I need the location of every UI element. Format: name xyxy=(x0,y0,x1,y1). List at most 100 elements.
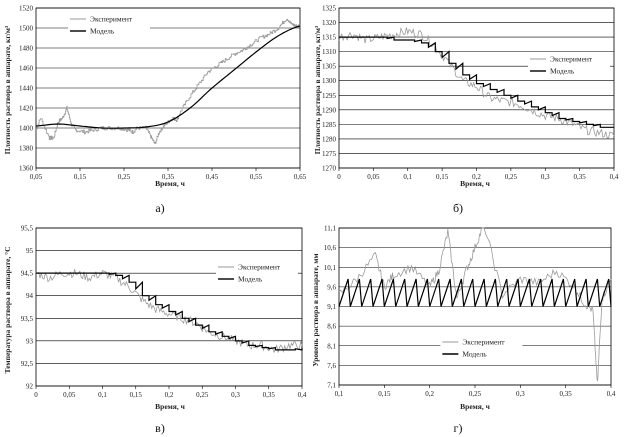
y-tick-label: 10,1 xyxy=(324,264,337,272)
legend-box xyxy=(68,12,150,36)
x-tick-label: 0,3 xyxy=(541,173,550,181)
panel-caption: а) xyxy=(155,201,164,215)
x-tick-label: 0,35 xyxy=(560,390,573,398)
x-tick-label: 0,05 xyxy=(367,173,380,181)
y-tick-label: 1270 xyxy=(322,165,337,173)
y-tick-label: 1320 xyxy=(322,19,337,27)
x-tick-label: 0 xyxy=(337,173,341,181)
chart-panel-3: 92 92,5 93 93,5 94 94,5 95 95,5 0 0,05 0,1 0,15 0,2 0… xyxy=(3,225,307,436)
y-tick-label: 1305 xyxy=(322,63,337,71)
x-tick-label: 0,25 xyxy=(469,390,482,398)
y-axis-label: Уровень раствора в аппарате, мм xyxy=(311,253,320,366)
legend-label: Эксперимент xyxy=(90,15,133,24)
panel-caption: б) xyxy=(453,201,463,215)
legend-label: Модель xyxy=(550,67,575,76)
x-tick-label: 0,15 xyxy=(74,173,87,181)
x-tick-label: 0 xyxy=(34,391,38,399)
y-tick-label: 1325 xyxy=(322,5,337,13)
x-axis-label: Время, ч xyxy=(155,402,185,411)
x-tick-label: 0,3 xyxy=(516,390,525,398)
legend-label: Модель xyxy=(238,275,263,284)
x-axis-label: Время, ч xyxy=(155,179,185,188)
x-tick-label: 0,4 xyxy=(610,173,619,181)
y-tick-label: 1460 xyxy=(19,65,34,73)
x-tick-label: 0,05 xyxy=(63,391,76,399)
x-tick-label: 0,25 xyxy=(118,173,131,181)
x-tick-label: 0,4 xyxy=(607,390,616,398)
plot-frame xyxy=(35,227,303,387)
legend: Эксперимент Модель xyxy=(528,52,610,76)
legend: Эксперимент Модель xyxy=(216,260,298,284)
y-tick-label: 1360 xyxy=(19,165,34,173)
y-tick-label: 1310 xyxy=(322,48,337,56)
series-line-experiment xyxy=(338,227,612,382)
x-tick-label: 0,35 xyxy=(162,173,175,181)
y-tick-label: 95 xyxy=(26,247,34,255)
y-tick-label: 1420 xyxy=(19,105,34,113)
x-tick-label: 0,55 xyxy=(250,173,263,181)
legend-box xyxy=(440,335,523,359)
y-tick-label: 8,1 xyxy=(327,342,336,350)
y-tick-label: 9,1 xyxy=(327,303,336,311)
legend-box xyxy=(216,260,298,284)
legend-label: Эксперимент xyxy=(550,55,593,64)
x-tick-label: 0,45 xyxy=(206,173,219,181)
y-tick-label: 9,6 xyxy=(327,283,336,291)
legend-label: Модель xyxy=(90,27,115,36)
x-tick-label: 0,35 xyxy=(263,391,276,399)
series-line-model xyxy=(35,25,301,129)
chart-panel-2: 1270 1275 1280 1285 1290 1295 1300 1305 1310 1315… xyxy=(313,5,619,216)
y-tick-label: 1280 xyxy=(322,135,337,143)
x-tick-label: 0,4 xyxy=(298,391,307,399)
x-tick-label: 0,2 xyxy=(165,391,174,399)
y-axis-label: Плотность раствора в аппарате, кг/м³ xyxy=(3,25,12,154)
y-tick-label: 10,6 xyxy=(324,244,337,252)
legend-box xyxy=(528,52,610,76)
series-line-model xyxy=(338,278,612,307)
y-tick-label: 1400 xyxy=(19,125,34,133)
y-tick-label: 1275 xyxy=(322,150,337,158)
panel-caption: г) xyxy=(454,421,463,435)
plot-frame xyxy=(35,7,301,169)
series-line-model xyxy=(339,36,614,128)
legend: Эксперимент Модель xyxy=(68,12,150,36)
y-tick-label: 1290 xyxy=(322,106,337,114)
x-axis-label: Время, ч xyxy=(460,179,490,188)
y-tick-label: 1520 xyxy=(19,5,34,13)
x-tick-label: 0,15 xyxy=(378,390,391,398)
y-tick-label: 1285 xyxy=(322,121,337,129)
legend-label: Эксперимент xyxy=(238,263,281,272)
x-tick-label: 0,05 xyxy=(30,173,43,181)
y-tick-label: 1500 xyxy=(19,25,34,33)
series-line-experiment xyxy=(338,27,615,139)
y-tick-label: 1380 xyxy=(19,145,34,153)
chart-panel-4: 7,1 7,6 8,1 8,6 9,1 9,6 10,1 10,6 11,1 0,1 0,15 0,2… xyxy=(311,225,616,436)
x-tick-label: 0,25 xyxy=(505,173,518,181)
x-tick-label: 0,35 xyxy=(574,173,587,181)
x-tick-label: 0,1 xyxy=(403,173,412,181)
y-tick-label: 8,6 xyxy=(327,323,336,331)
legend-label: Эксперимент xyxy=(462,338,505,347)
y-tick-label: 1295 xyxy=(322,92,337,100)
x-tick-label: 0,2 xyxy=(472,173,481,181)
plot-frame xyxy=(338,7,615,169)
series-line-model xyxy=(36,272,303,351)
x-tick-label: 0,1 xyxy=(335,390,344,398)
y-tick-label: 7,1 xyxy=(327,382,336,390)
y-tick-label: 94 xyxy=(26,292,34,300)
x-axis-label: Время, ч xyxy=(460,402,490,411)
legend: Эксперимент Модель xyxy=(440,335,523,359)
y-tick-label: 92 xyxy=(26,383,34,391)
legend-label: Модель xyxy=(462,350,487,359)
x-tick-label: 0,15 xyxy=(130,391,143,399)
y-tick-label: 7,6 xyxy=(327,362,336,370)
y-tick-label: 95,5 xyxy=(21,225,34,233)
x-tick-label: 0,25 xyxy=(196,391,209,399)
x-tick-label: 0,15 xyxy=(436,173,449,181)
y-tick-label: 93,5 xyxy=(21,315,34,323)
y-tick-label: 1480 xyxy=(19,45,34,53)
y-tick-label: 92,5 xyxy=(21,360,34,368)
x-tick-label: 0,1 xyxy=(98,391,107,399)
panel-caption: в) xyxy=(155,421,165,435)
